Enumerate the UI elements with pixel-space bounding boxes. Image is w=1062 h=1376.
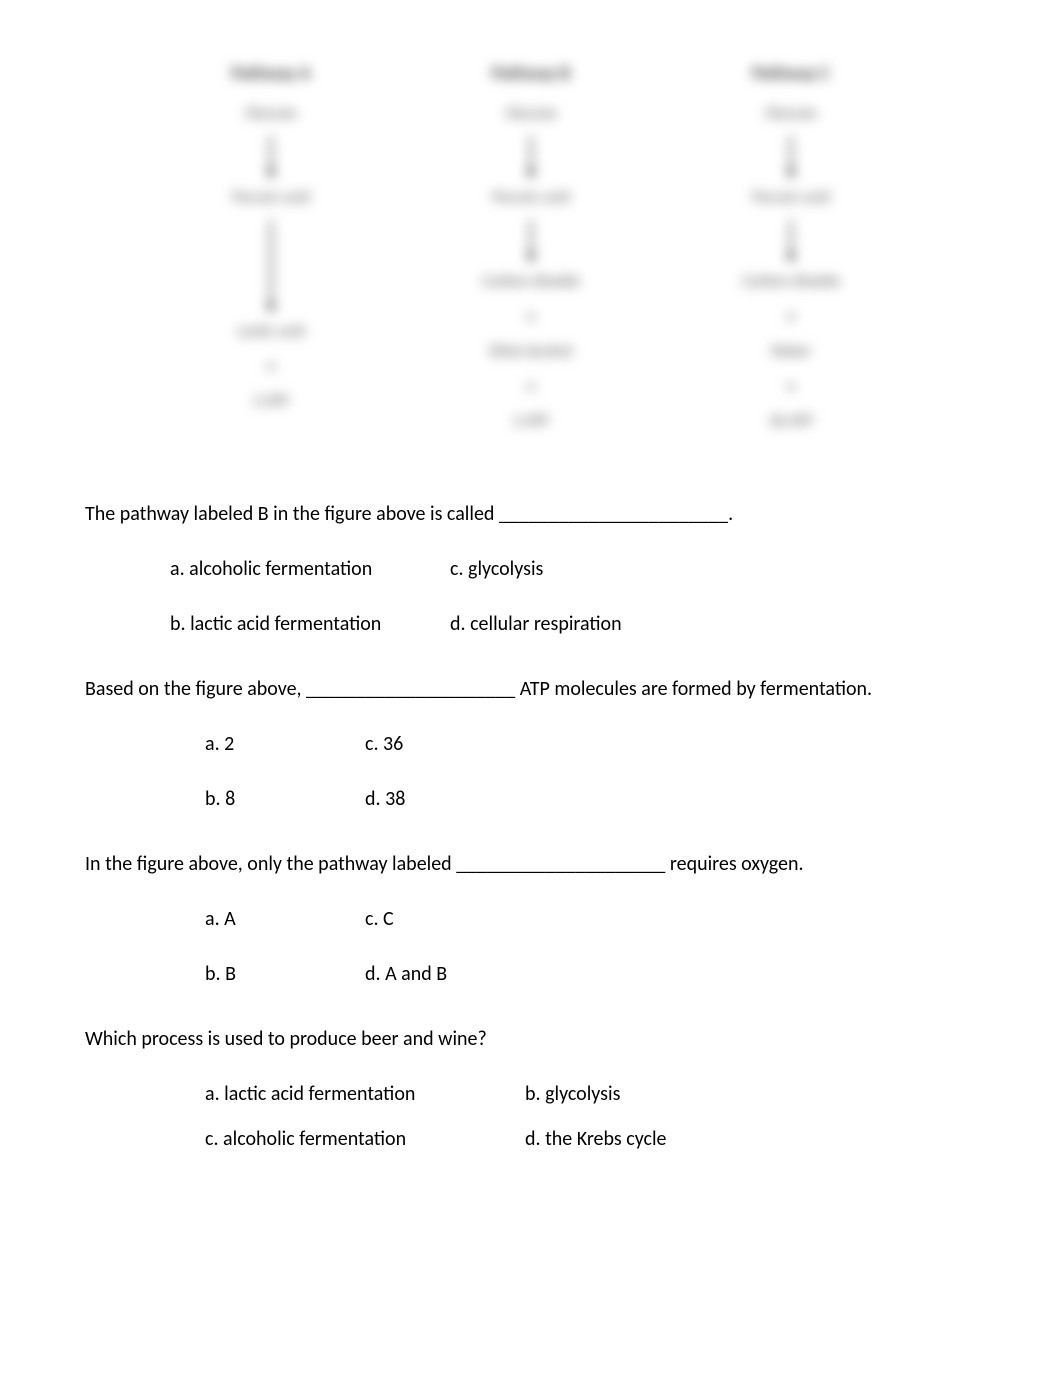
question-1: The pathway labeled B in the figure abov… xyxy=(85,499,977,639)
pathway-c: Pathway C Glucose Pyruvic acid Carbon di… xyxy=(691,60,891,439)
question-3-options: a. A c. C b. B d. A and B xyxy=(85,904,977,989)
pathway-b-item: Pyruvic acid xyxy=(492,186,569,210)
option-3d: d. A and B xyxy=(365,959,977,989)
pathway-a-item: Pyruvic acid xyxy=(232,186,309,210)
option-4a: a. lactic acid fermentation xyxy=(205,1079,525,1109)
option-4c: c. alcoholic fermentation xyxy=(205,1124,525,1154)
pathway-a-item: 2 ATP xyxy=(253,390,289,414)
option-2d: d. 38 xyxy=(365,784,977,814)
option-3b: b. B xyxy=(205,959,365,989)
pathway-c-item: Water xyxy=(771,340,811,364)
option-2a: a. 2 xyxy=(205,729,365,759)
pathway-b-title: Pathway B xyxy=(492,60,570,87)
pathway-c-item: Carbon dioxide xyxy=(742,270,840,294)
question-2-options: a. 2 c. 36 b. 8 d. 38 xyxy=(85,729,977,814)
pathway-b-plus: + xyxy=(526,302,536,332)
option-1a: a. alcoholic fermentation xyxy=(170,554,450,584)
pathway-b-item: 2 ATP xyxy=(513,410,549,434)
pathway-a-item: Glucose xyxy=(245,102,296,126)
pathway-b-plus: + xyxy=(526,372,536,402)
pathway-c-plus: + xyxy=(786,372,796,402)
pathway-a-plus: + xyxy=(266,352,276,382)
pathway-diagram: Pathway A Glucose Pyruvic acid Lactic ac… xyxy=(85,60,977,439)
pathway-b-item: Glucose xyxy=(505,102,556,126)
option-1c: c. glycolysis xyxy=(450,554,977,584)
pathway-a: Pathway A Glucose Pyruvic acid Lactic ac… xyxy=(171,60,371,439)
arrow-icon xyxy=(790,136,792,176)
option-2c: c. 36 xyxy=(365,729,977,759)
question-3: In the figure above, only the pathway la… xyxy=(85,849,977,989)
pathway-b-item: Carbon dioxide xyxy=(482,270,580,294)
question-4-options: a. lactic acid fermentation b. glycolysi… xyxy=(85,1079,977,1154)
arrow-icon xyxy=(790,220,792,260)
option-4d: d. the Krebs cycle xyxy=(525,1124,977,1154)
pathway-c-plus: + xyxy=(786,302,796,332)
arrow-icon xyxy=(530,220,532,260)
option-4b: b. glycolysis xyxy=(525,1079,977,1109)
question-2-text: Based on the figure above, _____________… xyxy=(85,674,977,704)
pathway-c-item: 36 ATP xyxy=(769,410,813,434)
question-1-text: The pathway labeled B in the figure abov… xyxy=(85,499,977,529)
option-3a: a. A xyxy=(205,904,365,934)
option-3c: c. C xyxy=(365,904,977,934)
pathway-b: Pathway B Glucose Pyruvic acid Carbon di… xyxy=(431,60,631,439)
question-4-text: Which process is used to produce beer an… xyxy=(85,1024,977,1054)
arrow-icon xyxy=(530,136,532,176)
option-1d: d. cellular respiration xyxy=(450,609,977,639)
arrow-icon xyxy=(270,136,272,176)
pathway-c-item: Glucose xyxy=(765,102,816,126)
pathway-c-item: Pyruvic acid xyxy=(752,186,829,210)
question-4: Which process is used to produce beer an… xyxy=(85,1024,977,1154)
pathway-c-title: Pathway C xyxy=(752,60,830,87)
pathway-a-item: Lactic acid xyxy=(238,320,305,344)
pathway-a-title: Pathway A xyxy=(232,60,311,87)
question-2: Based on the figure above, _____________… xyxy=(85,674,977,814)
option-2b: b. 8 xyxy=(205,784,365,814)
option-1b: b. lactic acid fermentation xyxy=(170,609,450,639)
question-1-options: a. alcoholic fermentation c. glycolysis … xyxy=(85,554,977,639)
arrow-icon xyxy=(270,220,272,310)
question-3-text: In the figure above, only the pathway la… xyxy=(85,849,977,879)
pathway-b-item: Ethyl alcohol xyxy=(490,340,573,364)
